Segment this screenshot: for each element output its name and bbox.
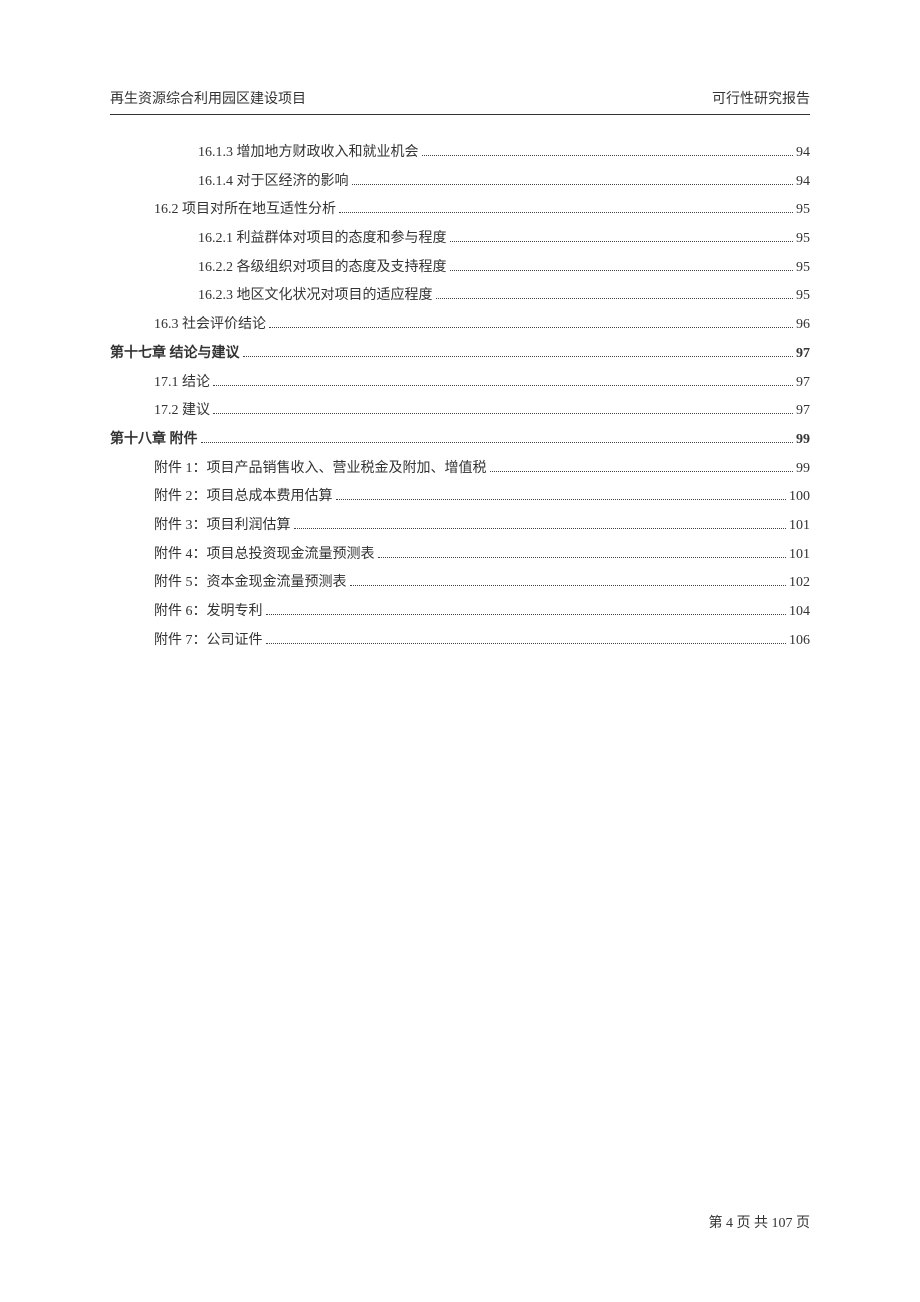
toc-dot-leader	[266, 614, 787, 615]
toc-entry-page: 101	[789, 512, 810, 541]
toc-entry: 17.2 建议 97	[110, 397, 810, 426]
toc-entry-page: 97	[796, 369, 810, 398]
toc-entry: 附件 7：公司证件 106	[110, 627, 810, 656]
toc-entry-text: 附件 2：项目总成本费用估算	[154, 483, 333, 512]
toc-entry-page: 100	[789, 483, 810, 512]
toc-entry-page: 104	[789, 598, 810, 627]
toc-dot-leader	[201, 442, 794, 443]
toc-entry: 16.2 项目对所在地互适性分析 95	[110, 196, 810, 225]
toc-entry-text: 16.1.4 对于区经济的影响	[198, 168, 349, 197]
toc-entry-text: 附件 7：公司证件	[154, 627, 263, 656]
toc-entry: 附件 4：项目总投资现金流量预测表 101	[110, 541, 810, 570]
toc-entry: 第十七章 结论与建议 97	[110, 340, 810, 369]
toc-entry: 16.1.4 对于区经济的影响 94	[110, 168, 810, 197]
toc-entry-text: 17.2 建议	[154, 397, 210, 426]
toc-entry-page: 106	[789, 627, 810, 656]
toc-entry-text: 16.2.3 地区文化状况对项目的适应程度	[198, 282, 433, 311]
toc-entry-page: 94	[796, 168, 810, 197]
toc-entry: 附件 3：项目利润估算 101	[110, 512, 810, 541]
toc-entry-text: 16.1.3 增加地方财政收入和就业机会	[198, 139, 419, 168]
toc-entry: 17.1 结论 97	[110, 369, 810, 398]
toc-entry-text: 16.2.1 利益群体对项目的态度和参与程度	[198, 225, 447, 254]
toc-entry-text: 16.3 社会评价结论	[154, 311, 266, 340]
toc-dot-leader	[450, 241, 794, 242]
toc-entry-page: 101	[789, 541, 810, 570]
header-right: 可行性研究报告	[712, 88, 810, 108]
toc-entry-text: 附件 5：资本金现金流量预测表	[154, 569, 347, 598]
toc-entry: 16.3 社会评价结论 96	[110, 311, 810, 340]
toc-entry: 附件 5：资本金现金流量预测表 102	[110, 569, 810, 598]
toc-entry-text: 第十七章 结论与建议	[110, 340, 240, 369]
toc-entry: 16.2.2 各级组织对项目的态度及支持程度 95	[110, 254, 810, 283]
toc-dot-leader	[294, 528, 787, 529]
toc-entry: 附件 6：发明专利 104	[110, 598, 810, 627]
toc-dot-leader	[336, 499, 787, 500]
toc-entry-text: 17.1 结论	[154, 369, 210, 398]
toc-dot-leader	[490, 471, 794, 472]
toc-entry-text: 附件 4：项目总投资现金流量预测表	[154, 541, 375, 570]
toc-dot-leader	[213, 385, 793, 386]
header-left: 再生资源综合利用园区建设项目	[110, 88, 306, 108]
toc-dot-leader	[352, 184, 794, 185]
toc-entry: 16.1.3 增加地方财政收入和就业机会 94	[110, 139, 810, 168]
toc-dot-leader	[436, 298, 794, 299]
toc-entry-text: 16.2.2 各级组织对项目的态度及支持程度	[198, 254, 447, 283]
toc-entry: 第十八章 附件 99	[110, 426, 810, 455]
toc-entry: 附件 2：项目总成本费用估算 100	[110, 483, 810, 512]
toc-entry-page: 99	[796, 426, 810, 455]
toc-entry-page: 95	[796, 225, 810, 254]
toc-entry: 附件 1：项目产品销售收入、营业税金及附加、增值税 99	[110, 455, 810, 484]
page-header: 再生资源综合利用园区建设项目 可行性研究报告	[110, 88, 810, 115]
toc-dot-leader	[450, 270, 794, 271]
toc-dot-leader	[339, 212, 793, 213]
toc-entry-page: 102	[789, 569, 810, 598]
toc-entry-text: 附件 6：发明专利	[154, 598, 263, 627]
toc-entry-page: 96	[796, 311, 810, 340]
toc-dot-leader	[266, 643, 787, 644]
toc-entry: 16.2.1 利益群体对项目的态度和参与程度 95	[110, 225, 810, 254]
document-page: 再生资源综合利用园区建设项目 可行性研究报告 16.1.3 增加地方财政收入和就…	[0, 0, 920, 1302]
toc-entry: 16.2.3 地区文化状况对项目的适应程度 95	[110, 282, 810, 311]
toc-entry-text: 附件 1：项目产品销售收入、营业税金及附加、增值税	[154, 455, 487, 484]
toc-dot-leader	[350, 585, 787, 586]
toc-entry-page: 99	[796, 455, 810, 484]
toc-dot-leader	[378, 557, 787, 558]
page-footer: 第 4 页 共 107 页	[709, 1212, 811, 1232]
toc-entry-page: 94	[796, 139, 810, 168]
toc-entry-page: 95	[796, 254, 810, 283]
toc-entry-text: 16.2 项目对所在地互适性分析	[154, 196, 336, 225]
toc-dot-leader	[422, 155, 794, 156]
toc-dot-leader	[243, 356, 794, 357]
toc-entry-page: 95	[796, 282, 810, 311]
toc-entry-page: 97	[796, 340, 810, 369]
table-of-contents: 16.1.3 增加地方财政收入和就业机会9416.1.4 对于区经济的影响941…	[110, 139, 810, 655]
toc-entry-text: 第十八章 附件	[110, 426, 198, 455]
toc-entry-page: 95	[796, 196, 810, 225]
toc-entry-text: 附件 3：项目利润估算	[154, 512, 291, 541]
page-number: 第 4 页 共 107 页	[709, 1216, 811, 1231]
toc-entry-page: 97	[796, 397, 810, 426]
toc-dot-leader	[213, 413, 793, 414]
toc-dot-leader	[269, 327, 793, 328]
